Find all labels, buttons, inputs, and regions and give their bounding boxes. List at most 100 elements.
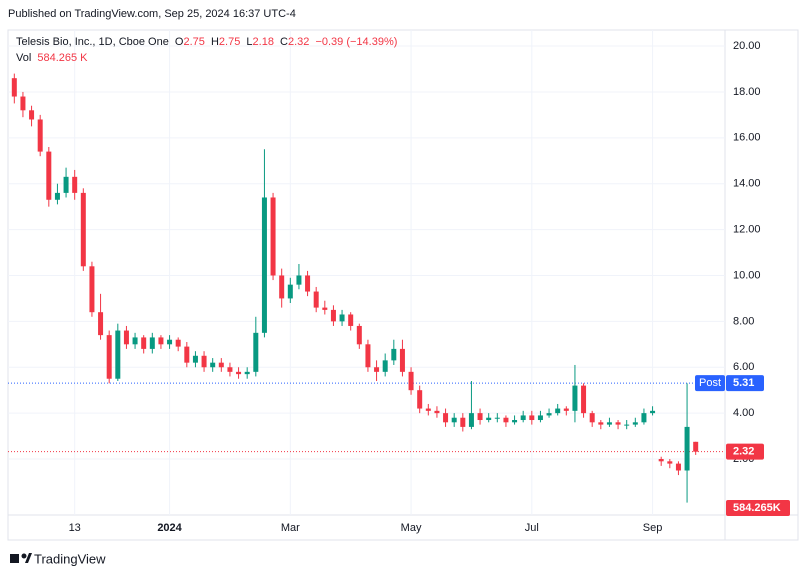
candle-body bbox=[253, 332, 259, 372]
candle-body bbox=[261, 197, 267, 333]
candle-body bbox=[158, 337, 164, 345]
candle-body bbox=[529, 415, 535, 421]
vol-label: Vol bbox=[16, 52, 32, 64]
x-tick-label: 13 bbox=[69, 522, 81, 534]
candle-body bbox=[279, 275, 285, 299]
candle-body bbox=[624, 424, 630, 426]
candle-body bbox=[641, 413, 647, 423]
post-tag: Post bbox=[699, 377, 721, 389]
candle-body bbox=[520, 415, 526, 421]
candle-body bbox=[434, 410, 440, 414]
candle-body bbox=[563, 408, 569, 411]
x-tick-label: Sep bbox=[643, 522, 663, 534]
candle-body bbox=[365, 344, 371, 368]
brand: TradingView bbox=[34, 551, 106, 566]
candle-body bbox=[650, 410, 656, 414]
candle-body bbox=[72, 176, 78, 193]
l-value: 2.18 bbox=[252, 36, 274, 48]
candle-body bbox=[374, 367, 380, 372]
h-label: H bbox=[210, 36, 219, 48]
candle-body bbox=[486, 417, 492, 421]
candle-body bbox=[132, 337, 138, 345]
candle-body bbox=[37, 119, 43, 152]
candle-body bbox=[658, 459, 664, 462]
published: Published on TradingView.com, Sep 25, 20… bbox=[8, 8, 296, 20]
candle-body bbox=[330, 309, 336, 322]
h-value: 2.75 bbox=[218, 36, 241, 48]
candle-body bbox=[589, 413, 595, 423]
candle-body bbox=[443, 413, 449, 423]
frame bbox=[7, 29, 799, 541]
candle-body bbox=[675, 463, 681, 471]
candle-body bbox=[460, 417, 466, 427]
candle-body bbox=[236, 371, 242, 375]
candle-body bbox=[175, 339, 181, 347]
candle-body bbox=[667, 461, 673, 464]
candle-body bbox=[80, 192, 86, 267]
candle-body bbox=[123, 330, 129, 345]
c-value: 2.32 bbox=[287, 36, 310, 48]
candle-body bbox=[684, 426, 690, 471]
y-tick-label: 8.00 bbox=[733, 315, 754, 327]
candle-body bbox=[693, 441, 699, 452]
post-price-bg bbox=[726, 375, 764, 392]
candle-body bbox=[512, 420, 518, 423]
candle-body bbox=[632, 422, 638, 425]
o-label: O bbox=[174, 36, 184, 48]
candle-body bbox=[218, 362, 224, 368]
candle-body bbox=[313, 291, 319, 308]
x-tick-label: May bbox=[401, 522, 422, 534]
candle-body bbox=[503, 417, 509, 423]
y-tick-label: 12.00 bbox=[733, 224, 761, 236]
candle-body bbox=[46, 151, 52, 200]
candle-body bbox=[305, 275, 311, 292]
candle-body bbox=[399, 348, 405, 372]
post-price-label: 5.31 bbox=[733, 377, 754, 389]
candle-body bbox=[296, 275, 302, 285]
candle-body bbox=[106, 335, 112, 379]
candle-body bbox=[348, 314, 354, 326]
candle-body bbox=[227, 367, 233, 372]
candle-body bbox=[54, 192, 60, 200]
candle-body bbox=[546, 413, 552, 416]
candle-body bbox=[270, 197, 276, 276]
candle-body bbox=[11, 78, 17, 97]
candle-body bbox=[115, 330, 121, 379]
c-label: C bbox=[280, 36, 288, 48]
grid bbox=[8, 30, 725, 515]
candle-body bbox=[425, 408, 431, 411]
candle-body bbox=[339, 314, 345, 322]
x-tick-label: 2024 bbox=[157, 522, 182, 534]
axis-labels: 2.004.006.008.0010.0012.0014.0016.0018.0… bbox=[69, 40, 790, 534]
last-price-label: 2.32 bbox=[733, 446, 754, 458]
candle-body bbox=[408, 371, 414, 391]
y-tick-label: 16.00 bbox=[733, 132, 761, 144]
candle-body bbox=[572, 385, 578, 411]
candle-body bbox=[167, 339, 173, 345]
candle-body bbox=[382, 360, 388, 372]
candle-body bbox=[141, 337, 147, 349]
change: −0.39 (−14.39%) bbox=[315, 36, 398, 48]
volume-legend: Vol 584.265 K bbox=[16, 52, 91, 64]
candle-body bbox=[615, 422, 621, 425]
candle-body bbox=[184, 346, 190, 363]
candle-body bbox=[322, 307, 328, 310]
candle-body bbox=[537, 415, 543, 421]
vol-value: 584.265 K bbox=[37, 52, 88, 64]
volume-label: 584.265K bbox=[733, 502, 781, 514]
candle-body bbox=[192, 355, 198, 363]
candle-body bbox=[89, 266, 95, 313]
post-tag-bg bbox=[695, 375, 725, 392]
candle-body bbox=[555, 408, 561, 414]
y-tick-label: 18.00 bbox=[733, 86, 761, 98]
candle-body bbox=[287, 284, 293, 299]
candle-body bbox=[244, 371, 250, 375]
volume-bg bbox=[726, 500, 790, 516]
candle-body bbox=[356, 325, 362, 345]
candle-body bbox=[391, 348, 397, 361]
candle-body bbox=[494, 417, 500, 419]
l-label: L bbox=[246, 36, 253, 48]
candle-body bbox=[98, 312, 104, 336]
